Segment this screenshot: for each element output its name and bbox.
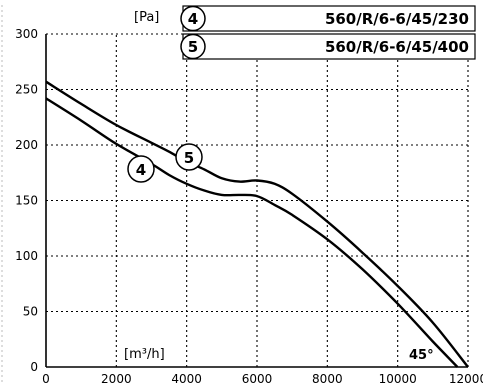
y-tick-label: 200 (15, 138, 38, 152)
axes (45, 34, 468, 368)
curves (45, 80, 469, 368)
y-tick-label: 300 (15, 27, 38, 41)
curve-series-4 (45, 97, 459, 368)
x-tick-label: 10000 (379, 372, 417, 386)
curve-series-5 (45, 80, 469, 368)
y-tick-label: 150 (15, 194, 38, 208)
y-tick-label: 0 (30, 360, 38, 374)
legend-marker-5-text: 5 (188, 38, 198, 56)
legend-marker-5 (180, 33, 206, 60)
y-tick-label: 250 (15, 83, 38, 97)
y-tick-labels: 0 50 100 150 200 250 300 (15, 27, 38, 374)
legend-label-4: 560/R/6-6/45/230 (325, 10, 469, 28)
curve-marker-4: 4 (127, 155, 155, 183)
x-tick-label: 8000 (312, 372, 343, 386)
x-tick-label: 4000 (171, 372, 202, 386)
x-tick-label: 0 (42, 372, 50, 386)
y-tick-label: 50 (23, 305, 38, 319)
legend: 4 5 560/R/6-6/45/230 560/R/6-6/45/400 (180, 5, 476, 60)
legend-label-5: 560/R/6-6/45/400 (325, 38, 469, 56)
legend-box-4 (182, 5, 476, 32)
legend-marker-4-text: 4 (188, 10, 198, 28)
grid (46, 33, 469, 367)
x-tick-label: 2000 (101, 372, 132, 386)
blade-angle-annotation: 45° (409, 348, 434, 363)
x-axis-label: [m³/h] (124, 347, 165, 362)
y-tick-label: 100 (15, 249, 38, 263)
y-axis-label: [Pa] (134, 10, 159, 25)
curve-marker-4-text: 4 (136, 161, 146, 179)
curve-marker-5-text: 5 (184, 149, 194, 167)
x-tick-label: 6000 (242, 372, 273, 386)
legend-marker-4 (180, 5, 206, 32)
curve-marker-5: 5 (175, 143, 203, 171)
